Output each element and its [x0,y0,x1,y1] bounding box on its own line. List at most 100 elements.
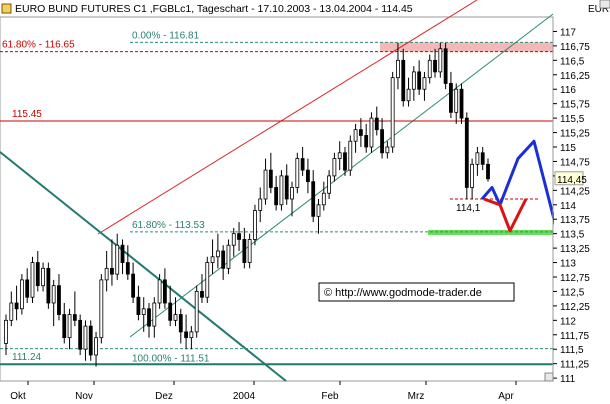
candle-body [178,314,183,333]
y-tick-label: 112,5 [560,287,585,298]
y-tick-label: 113 [560,259,576,270]
candle-body [184,331,188,339]
candle-body [57,285,61,315]
x-tick-label: Nov [75,391,93,402]
red-upper-channel-line [97,0,478,235]
y-tick-label: 115,75 [560,100,590,111]
candlesticks [4,43,490,367]
candle-body [136,296,141,315]
candle-body [88,325,93,356]
candle-body [300,158,305,171]
candle-body [210,256,215,263]
candle-body [94,337,98,356]
last-price-label: 114,45 [557,175,587,186]
candle-body [226,244,231,269]
candle-body [332,158,337,177]
watermark-box [318,282,515,302]
level-label: 100.00% - 111.51 [132,354,210,365]
candle-body [390,77,395,148]
candle-body [253,210,257,240]
candle-body [279,175,284,206]
candle-body [19,279,24,310]
level-label: 0.00% - 116.81 [132,30,200,41]
y-tick-label: 116 [560,85,576,96]
candle-body [311,181,316,217]
candle-body [247,239,252,263]
projection-paths [480,139,559,233]
candle-body [438,48,443,73]
candle-body [343,152,347,171]
candle-body [205,262,210,298]
candle-body [173,314,178,321]
candle-body [152,302,157,327]
x-tick-label: Okt [10,391,26,402]
y-tick-label: 111,75 [560,331,590,342]
candle-body [131,273,136,298]
y-tick-label: 114,75 [560,157,590,168]
candle-body [449,83,453,113]
y-tick-label: 114 [560,201,576,212]
candle-body [9,302,14,321]
last-price-box [554,171,584,186]
candle-body [157,279,162,304]
candle-body [396,59,400,79]
candle-body [337,152,342,159]
candle-body [369,117,374,148]
y-tick-label: 112,75 [560,273,590,284]
candle-body [385,146,390,154]
projection-blue [480,139,559,232]
candle-body [480,152,485,165]
projection-red [483,197,528,233]
candle-body [125,262,130,275]
y-tick-label: 111,25 [560,360,590,371]
candle-body [147,308,151,327]
axis-panel [554,0,610,404]
candle-body [316,204,321,217]
candle-body [433,59,437,73]
level-label: 114,1 [456,203,481,214]
candle-body [168,302,173,321]
candle-body [115,244,120,275]
candle-body [470,163,475,188]
candle-body [358,129,363,136]
candle-body [258,198,263,211]
candle-body [120,244,125,263]
candle-body [427,59,432,79]
resistance-zone [380,42,553,52]
candle-body [327,175,331,194]
candle-body [62,314,67,339]
x-tick-label: Feb [321,391,339,402]
y-tick-label: 111 [560,374,576,385]
scroll-handle-top-right[interactable] [599,0,610,9]
candle-body [401,59,406,102]
candle-body [263,169,268,200]
y-tick-label: 117 [560,27,576,38]
candle-body [215,250,220,258]
y-tick-label: 116,5 [560,56,585,67]
candle-body [163,279,167,304]
y-tick-label: 114,25 [560,186,590,197]
candle-body [475,152,480,165]
x-tick-label: Mrz [408,391,425,402]
candle-body [35,262,40,287]
y-tick-label: 112 [560,316,576,327]
candle-body [83,325,88,350]
y-tick-label: 113,75 [560,215,590,226]
candle-body [242,239,247,263]
candle-body [46,267,51,304]
candle-body [321,192,326,206]
y-tick-label: 116,25 [560,71,590,82]
scroll-handle-bottom-right[interactable] [544,372,554,382]
candle-body [295,158,300,188]
currency-label: EUR [588,4,609,15]
x-axis-ticks: Okt Nov Dez 2004 Feb Mrz Apr [10,381,517,402]
candle-body [194,291,199,333]
candle-body [454,88,459,113]
candle-body [406,88,411,102]
candle-body [78,319,83,350]
watermark: © http://www.godmode-trader.de [324,287,482,299]
y-tick-label: 111,5 [560,345,584,356]
candle-body [417,71,422,90]
y-tick-label: 112,25 [560,302,590,313]
